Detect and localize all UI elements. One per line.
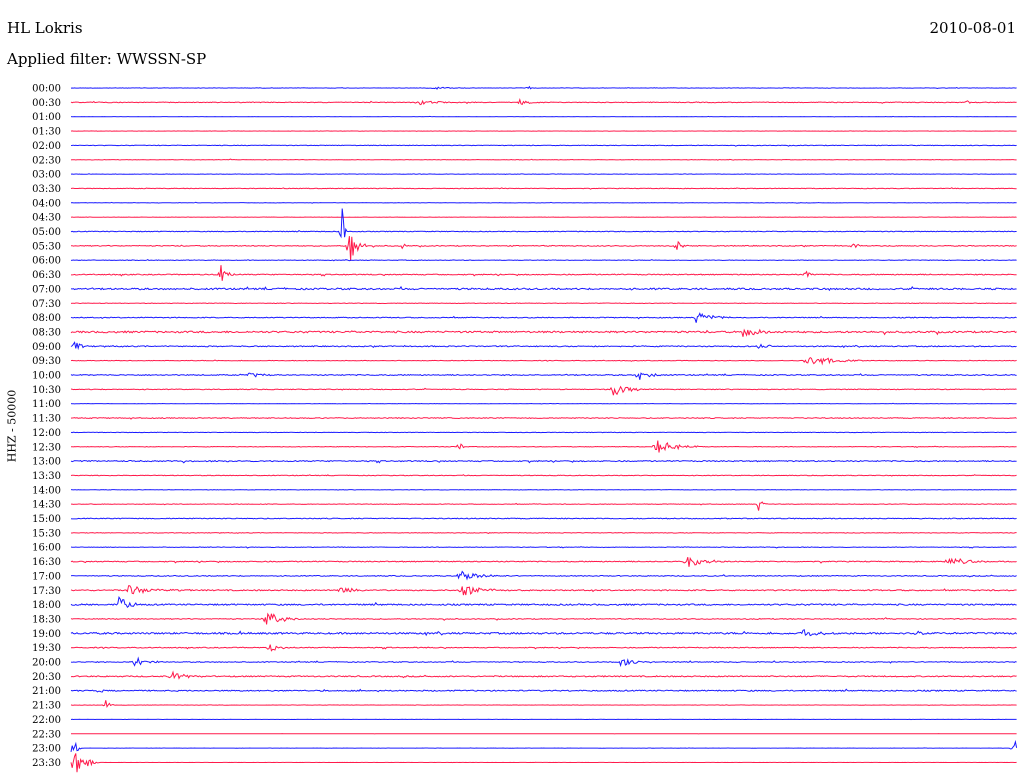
time-label: 00:30 xyxy=(32,98,61,109)
seismic-trace xyxy=(70,85,1017,90)
seismic-trace xyxy=(70,285,1017,292)
time-label: 10:00 xyxy=(32,371,61,382)
time-label: 05:00 xyxy=(32,227,61,238)
seismic-trace xyxy=(70,187,1017,190)
seismic-trace xyxy=(70,341,1017,351)
seismic-trace xyxy=(70,656,1017,668)
time-label: 02:30 xyxy=(32,155,61,166)
time-label: 17:30 xyxy=(32,586,61,597)
seismic-trace xyxy=(70,644,1017,652)
time-label: 01:00 xyxy=(32,112,61,123)
time-label: 06:30 xyxy=(32,270,61,281)
time-label: 13:30 xyxy=(32,471,61,482)
seismic-trace xyxy=(70,402,1017,405)
seismic-trace xyxy=(71,501,1017,511)
time-label: 22:00 xyxy=(32,715,61,726)
time-label: 16:00 xyxy=(32,543,61,554)
seismic-trace xyxy=(70,585,1017,596)
time-label: 18:00 xyxy=(32,600,61,611)
seismic-trace xyxy=(70,173,1017,176)
seismic-trace xyxy=(70,201,1017,204)
seismic-trace xyxy=(71,265,1017,281)
time-label: 07:00 xyxy=(32,284,61,295)
seismic-trace xyxy=(70,115,1017,118)
seismic-trace xyxy=(71,531,1017,534)
seismic-trace xyxy=(70,144,1017,147)
seismic-trace xyxy=(71,236,1017,262)
filter-label: Applied filter: WWSSN-SP xyxy=(7,50,207,68)
time-label: 23:00 xyxy=(32,744,61,755)
time-label: 11:00 xyxy=(32,399,61,410)
time-label: 03:00 xyxy=(32,170,61,181)
time-label: 20:00 xyxy=(32,658,61,669)
time-label: 10:30 xyxy=(32,385,61,396)
seismic-trace xyxy=(70,700,1017,708)
time-label: 18:30 xyxy=(32,614,61,625)
time-label: 15:30 xyxy=(32,528,61,539)
seismic-trace xyxy=(70,459,1017,464)
seismic-trace xyxy=(70,431,1017,434)
time-label: 04:30 xyxy=(32,213,61,224)
seismic-trace xyxy=(70,753,1017,773)
seismic-trace xyxy=(70,546,1017,549)
time-label: 13:00 xyxy=(32,457,61,468)
time-label: 12:00 xyxy=(32,428,61,439)
time-label: 02:00 xyxy=(32,141,61,152)
time-label: 07:30 xyxy=(32,299,61,310)
time-label: 12:30 xyxy=(32,442,61,453)
seismic-trace xyxy=(70,328,1017,337)
time-label: 00:00 xyxy=(32,84,61,95)
seismic-trace xyxy=(70,596,1017,608)
seismic-trace xyxy=(70,302,1017,305)
time-label: 21:30 xyxy=(32,701,61,712)
time-label: 17:00 xyxy=(32,571,61,582)
seismic-trace xyxy=(70,474,1017,477)
time-label: 23:30 xyxy=(32,758,61,769)
time-label: 09:30 xyxy=(32,356,61,367)
seismic-trace xyxy=(70,688,1017,693)
seismic-trace xyxy=(70,158,1017,161)
time-label: 20:30 xyxy=(32,672,61,683)
seismic-trace xyxy=(70,612,1017,625)
time-label: 22:30 xyxy=(32,729,61,740)
seismic-trace xyxy=(70,556,1017,567)
seismic-trace xyxy=(70,216,1017,218)
seismic-trace xyxy=(70,356,1017,366)
seismic-trace xyxy=(70,670,1017,680)
time-label: 16:30 xyxy=(32,557,61,568)
seismic-trace xyxy=(70,208,1017,239)
time-label: 03:30 xyxy=(32,184,61,195)
time-label: 08:00 xyxy=(32,313,61,324)
seismic-trace xyxy=(70,372,1017,380)
time-label: 09:00 xyxy=(32,342,61,353)
time-label: 15:00 xyxy=(32,514,61,525)
seismic-trace xyxy=(70,416,1017,420)
seismic-trace xyxy=(70,440,1017,453)
time-label: 05:30 xyxy=(32,241,61,252)
time-label: 21:00 xyxy=(32,686,61,697)
seismic-trace xyxy=(70,312,1017,323)
time-label: 01:30 xyxy=(32,127,61,138)
time-label: 19:00 xyxy=(32,629,61,640)
seismic-trace xyxy=(70,385,1017,396)
time-label: 04:00 xyxy=(32,198,61,209)
station-name: HL Lokris xyxy=(7,19,83,37)
seismic-trace xyxy=(70,98,1017,106)
seismic-trace xyxy=(70,259,1017,262)
time-label: 14:30 xyxy=(32,500,61,511)
time-label: 19:30 xyxy=(32,643,61,654)
time-label: 11:30 xyxy=(32,414,61,425)
plot-date: 2010-08-01 xyxy=(929,19,1016,37)
time-label: 14:00 xyxy=(32,485,61,496)
seismic-trace xyxy=(70,739,1018,752)
seismic-trace xyxy=(70,570,1017,581)
seismic-trace xyxy=(70,628,1017,637)
time-label: 06:00 xyxy=(32,256,61,267)
seismic-trace xyxy=(70,517,1017,520)
time-label: 08:30 xyxy=(32,327,61,338)
